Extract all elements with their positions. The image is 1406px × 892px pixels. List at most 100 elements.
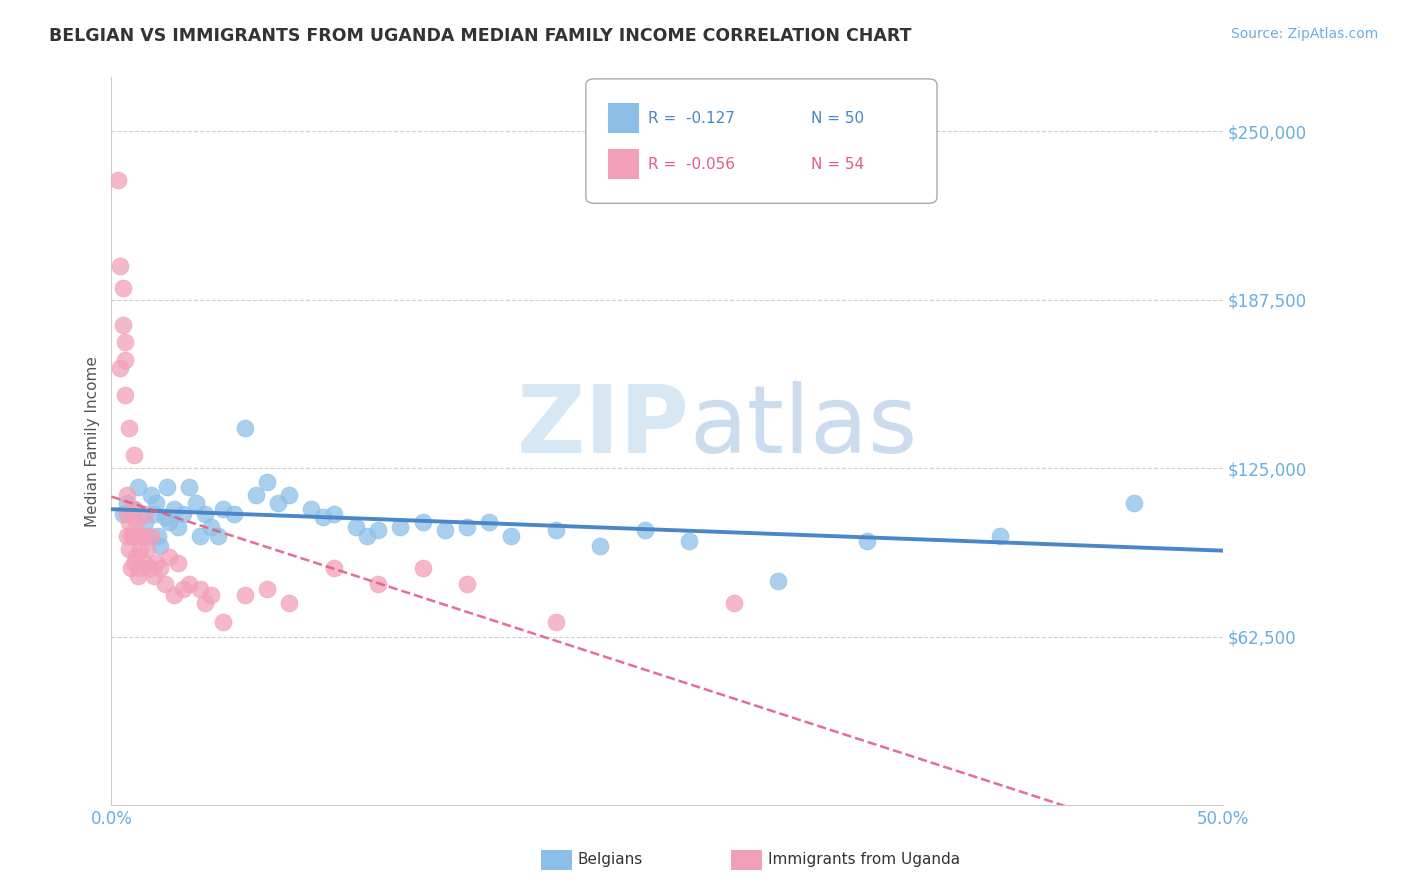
Point: [311, 509, 333, 524]
Point: [145, 556, 167, 570]
Point: [114, 388, 136, 402]
Point: [256, 582, 278, 597]
Point: [134, 507, 156, 521]
Point: [111, 280, 134, 294]
Point: [167, 556, 190, 570]
Point: [367, 577, 389, 591]
Bar: [607, 103, 640, 134]
Point: [127, 480, 149, 494]
Point: [118, 421, 141, 435]
Point: [162, 501, 184, 516]
Text: atlas: atlas: [689, 381, 918, 473]
Point: [233, 588, 256, 602]
Point: [200, 520, 222, 534]
Point: [322, 507, 344, 521]
Point: [122, 501, 145, 516]
Point: [222, 507, 245, 521]
Text: R =  -0.056: R = -0.056: [648, 156, 735, 171]
Point: [120, 528, 142, 542]
Text: BELGIAN VS IMMIGRANTS FROM UGANDA MEDIAN FAMILY INCOME CORRELATION CHART: BELGIAN VS IMMIGRANTS FROM UGANDA MEDIAN…: [49, 27, 911, 45]
Point: [118, 515, 141, 529]
Point: [110, 361, 132, 376]
Point: [256, 475, 278, 489]
Point: [141, 528, 163, 542]
Point: [184, 496, 207, 510]
Point: [233, 421, 256, 435]
Point: [344, 520, 367, 534]
Point: [245, 488, 267, 502]
Point: [142, 569, 165, 583]
Point: [107, 173, 129, 187]
Point: [207, 528, 229, 542]
Point: [136, 528, 159, 542]
Point: [544, 523, 567, 537]
Point: [278, 596, 301, 610]
Text: N = 54: N = 54: [811, 156, 865, 171]
Text: R =  -0.127: R = -0.127: [648, 111, 735, 126]
Point: [389, 520, 412, 534]
Point: [172, 507, 194, 521]
Point: [122, 501, 145, 516]
Point: [153, 509, 176, 524]
Point: [162, 588, 184, 602]
Point: [129, 561, 152, 575]
Point: [356, 528, 378, 542]
FancyBboxPatch shape: [586, 78, 936, 203]
Point: [114, 334, 136, 349]
Point: [723, 596, 745, 610]
Point: [149, 540, 172, 554]
Point: [134, 556, 156, 570]
Point: [111, 318, 134, 333]
Point: [194, 596, 217, 610]
Text: Belgians: Belgians: [578, 853, 643, 867]
Point: [156, 480, 179, 494]
Point: [127, 528, 149, 542]
Point: [188, 528, 211, 542]
Point: [125, 515, 148, 529]
Point: [120, 561, 142, 575]
Point: [856, 533, 879, 548]
Point: [988, 528, 1011, 542]
Point: [412, 515, 434, 529]
Point: [322, 561, 344, 575]
Point: [299, 501, 322, 516]
Point: [115, 507, 138, 521]
Point: [125, 550, 148, 565]
Text: N = 50: N = 50: [811, 111, 865, 126]
Point: [122, 448, 145, 462]
Point: [131, 528, 153, 542]
Point: [142, 507, 165, 521]
Point: [188, 582, 211, 597]
Point: [501, 528, 523, 542]
Point: [167, 520, 190, 534]
Point: [211, 501, 233, 516]
Point: [200, 588, 222, 602]
Point: [115, 528, 138, 542]
Point: [122, 556, 145, 570]
Text: Source: ZipAtlas.com: Source: ZipAtlas.com: [1230, 27, 1378, 41]
Point: [115, 496, 138, 510]
Point: [129, 542, 152, 557]
Point: [278, 488, 301, 502]
Point: [153, 577, 176, 591]
Point: [179, 577, 201, 591]
Point: [194, 507, 217, 521]
Point: [157, 550, 180, 565]
Point: [544, 615, 567, 629]
Point: [146, 528, 169, 542]
Y-axis label: Median Family Income: Median Family Income: [86, 356, 100, 526]
Point: [478, 515, 501, 529]
Point: [179, 480, 201, 494]
Point: [172, 582, 194, 597]
Point: [110, 259, 132, 273]
Point: [456, 577, 478, 591]
Point: [367, 523, 389, 537]
Point: [211, 615, 233, 629]
Point: [634, 523, 657, 537]
Point: [456, 520, 478, 534]
Point: [433, 523, 456, 537]
Bar: [607, 149, 640, 179]
Point: [412, 561, 434, 575]
Point: [134, 515, 156, 529]
Point: [157, 515, 180, 529]
